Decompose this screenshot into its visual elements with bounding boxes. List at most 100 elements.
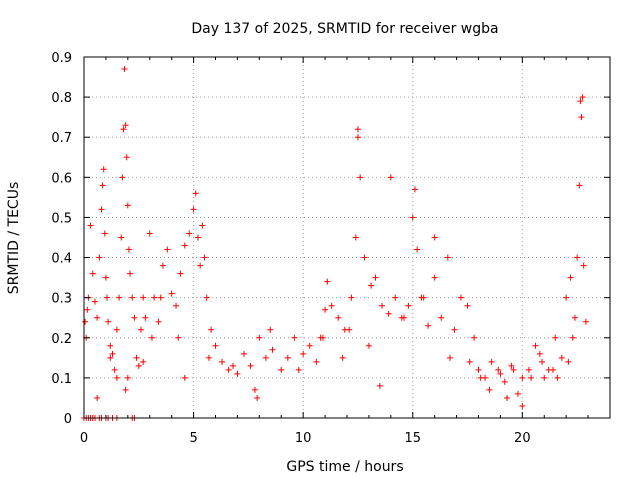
data-point <box>567 274 574 281</box>
y-tick-label: 0.8 <box>51 91 72 106</box>
data-point <box>109 350 116 357</box>
data-point <box>186 230 193 237</box>
data-point <box>107 354 114 361</box>
data-point <box>346 326 353 333</box>
data-point <box>212 342 219 349</box>
data-point <box>519 374 526 381</box>
data-point <box>155 318 162 325</box>
data-point <box>420 294 427 301</box>
y-tick-label: 0.2 <box>51 332 72 347</box>
data-point <box>256 334 263 341</box>
data-point <box>447 354 454 361</box>
data-point <box>208 326 215 333</box>
data-point <box>324 278 331 285</box>
data-point <box>173 302 180 309</box>
x-tick-label: 15 <box>404 431 421 446</box>
data-point <box>84 306 91 313</box>
data-point <box>392 294 399 301</box>
data-point <box>100 166 107 173</box>
data-point <box>368 282 375 289</box>
data-point <box>120 126 127 133</box>
y-axis-label: SRMTID / TECUs <box>6 182 22 295</box>
data-point <box>313 358 320 365</box>
axis-ticks: 0 0.1 0.2 0.3 0.4 0.5 0.6 0.7 0.8 0.9 0 5 10 15 20 <box>51 51 610 446</box>
data-point <box>471 334 478 341</box>
data-point <box>503 394 510 401</box>
data-point <box>262 354 269 361</box>
data-point <box>181 374 188 381</box>
data-point <box>501 378 508 385</box>
data-point <box>197 262 204 269</box>
data-point <box>251 386 258 393</box>
data-point <box>339 354 346 361</box>
data-point <box>240 350 247 357</box>
data-point <box>118 234 125 241</box>
data-point <box>525 366 532 373</box>
data-point <box>91 298 98 305</box>
data-point <box>317 334 324 341</box>
data-point <box>247 362 254 369</box>
data-point <box>157 294 164 301</box>
data-point <box>122 122 129 129</box>
data-point <box>409 214 416 221</box>
data-point <box>306 342 313 349</box>
data-point <box>269 346 276 353</box>
x-axis-label: GPS time / hours <box>286 459 403 475</box>
data-point <box>177 270 184 277</box>
data-point <box>159 262 166 269</box>
data-point <box>113 374 120 381</box>
data-point <box>385 310 392 317</box>
data-point <box>348 294 355 301</box>
y-tick-label: 0.6 <box>51 171 72 186</box>
data-point <box>322 306 329 313</box>
data-point <box>124 374 131 381</box>
data-point <box>569 334 576 341</box>
data-point <box>219 358 226 365</box>
y-tick-label: 0.7 <box>51 131 72 146</box>
data-point <box>140 294 147 301</box>
data-point <box>431 234 438 241</box>
data-point <box>119 174 126 181</box>
data-point <box>514 390 521 397</box>
y-tick-label: 0.1 <box>51 372 72 387</box>
data-point <box>127 270 134 277</box>
data-point <box>168 290 175 297</box>
data-point <box>164 246 171 253</box>
data-point <box>199 222 206 229</box>
y-tick-label: 0.9 <box>51 51 72 66</box>
data-point <box>477 374 484 381</box>
data-point <box>190 206 197 213</box>
data-point <box>203 294 210 301</box>
x-tick-label: 5 <box>189 431 197 446</box>
data-point <box>536 350 543 357</box>
data-point <box>328 302 335 309</box>
data-point <box>116 294 123 301</box>
data-point <box>411 186 418 193</box>
data-point <box>102 274 109 281</box>
data-point <box>495 366 502 373</box>
data-point <box>89 270 96 277</box>
data-point <box>254 394 261 401</box>
data-point <box>464 302 471 309</box>
data-point <box>105 318 112 325</box>
data-point <box>376 382 383 389</box>
y-tick-label: 0.4 <box>51 252 72 267</box>
data-point <box>576 182 583 189</box>
data-point <box>532 342 539 349</box>
data-point <box>425 322 432 329</box>
data-point <box>486 386 493 393</box>
data-point <box>123 154 130 161</box>
data-point <box>82 318 89 325</box>
data-point <box>414 246 421 253</box>
data-point <box>379 302 386 309</box>
data-points <box>81 66 589 421</box>
data-point <box>574 254 581 261</box>
data-point <box>352 234 359 241</box>
data-point <box>541 374 548 381</box>
data-point <box>111 366 118 373</box>
chart-title: Day 137 of 2025, SRMTID for receiver wgb… <box>191 21 498 37</box>
data-point <box>357 174 364 181</box>
data-point <box>133 354 140 361</box>
y-tick-label: 0.5 <box>51 211 72 226</box>
data-point <box>466 358 473 365</box>
